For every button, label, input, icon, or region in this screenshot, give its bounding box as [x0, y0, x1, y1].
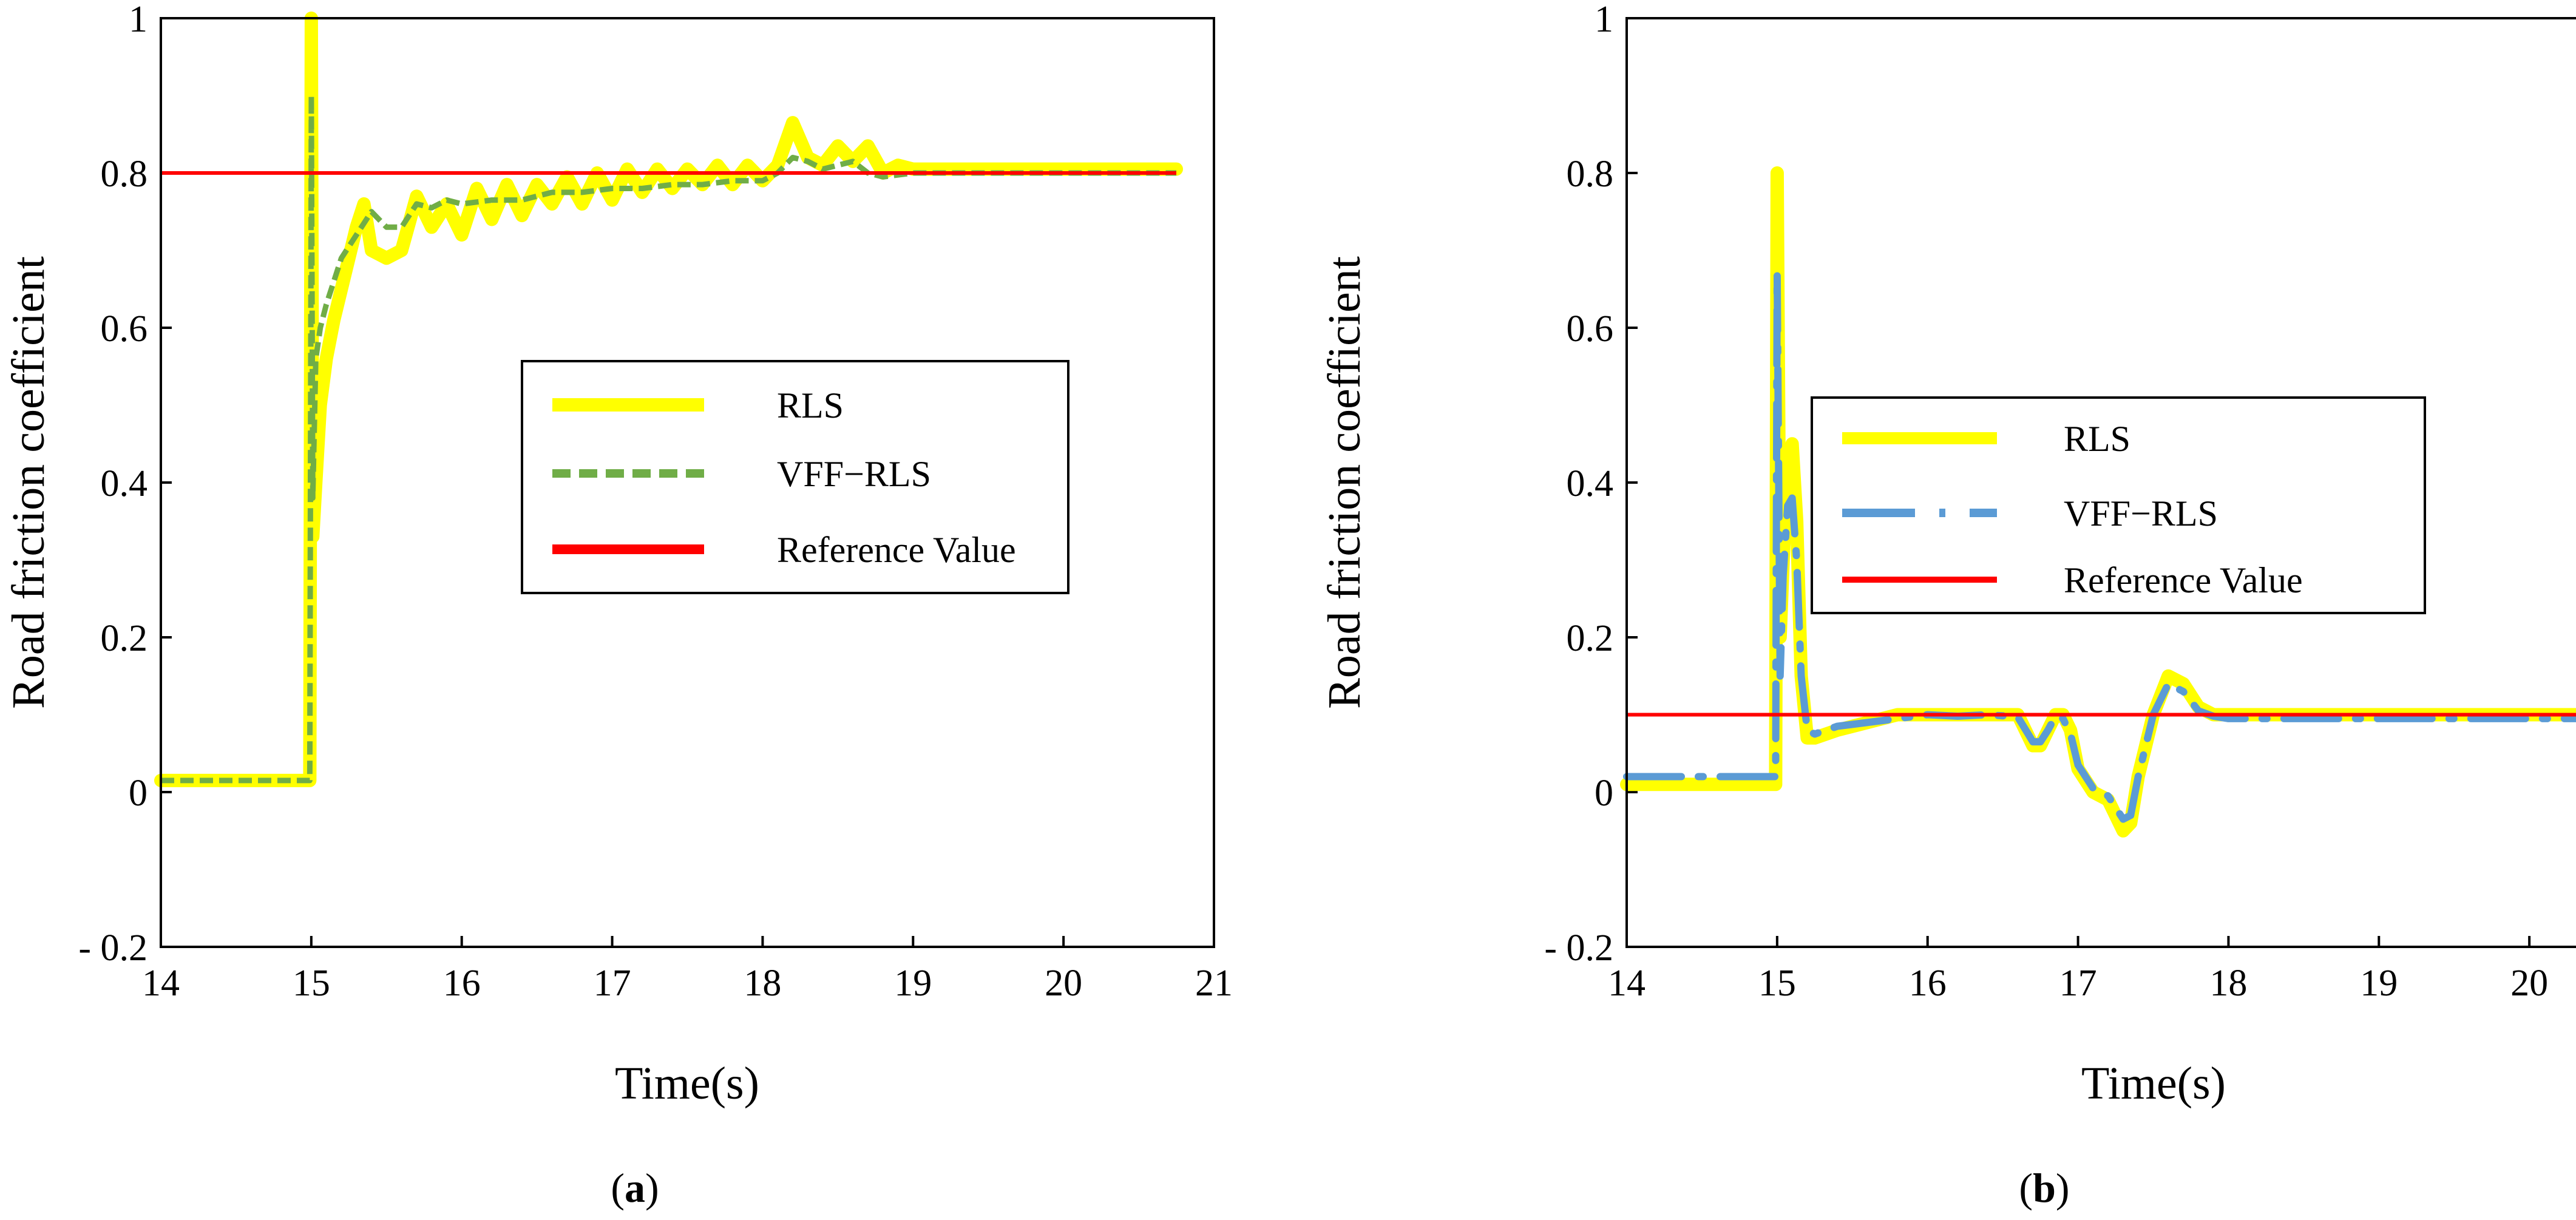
panel-b-x-tick-label: 19: [2360, 963, 2398, 1004]
panel-b-y-tick-label: - 0.2: [1544, 927, 1613, 969]
panel-b-x-tick-label: 14: [1608, 963, 1646, 1004]
panel-b-y-tick-label: 0.2: [1567, 618, 1614, 659]
panel-a-y-tick-label: 1: [129, 0, 147, 40]
panel-a-x-tick-label: 14: [142, 963, 180, 1004]
panel-a-legend: RLS VFF−RLS Reference Value: [521, 360, 1069, 594]
panel-b-legend-label-rls: RLS: [2064, 419, 2130, 459]
panel-a-x-tick-label: 18: [744, 963, 781, 1004]
panel-a-y-tick-label: 0.8: [101, 154, 148, 195]
panel-a-x-tick-label: 19: [894, 963, 932, 1004]
panel-b-caption: (b): [2019, 1165, 2069, 1211]
panel-a-series-vff-rls: [161, 93, 1176, 784]
panel-a-x-tick-label: 17: [594, 963, 631, 1004]
panel-b-x-axis-label: Time(s): [2081, 1058, 2226, 1109]
panel-a-caption-letter: a: [625, 1165, 645, 1211]
panel-b-series-rls: [1620, 166, 2576, 838]
panel-a-caption: (a): [611, 1165, 659, 1211]
panel-a-x-tick-label: 16: [443, 963, 481, 1004]
panel-b-series: [1620, 166, 2576, 838]
panel-b-x-tick-label: 15: [1758, 963, 1796, 1004]
panel-a-x-tick-label: 21: [1195, 963, 1233, 1004]
panel-b-y-axis-label: Road friction coefficient: [1319, 256, 1370, 709]
panel-b-legend-label-reference: Reference Value: [2064, 560, 2303, 600]
panel-b-caption-letter: b: [2033, 1165, 2056, 1211]
panel-a-legend-label-reference: Reference Value: [777, 530, 1016, 570]
panel-b-legend: RLS VFF−RLS Reference Value: [1811, 396, 2426, 614]
panel-a-legend-label-vff-rls: VFF−RLS: [777, 454, 931, 494]
panel-b-x-tick-label: 17: [2059, 963, 2097, 1004]
panel-a-y-tick-label: 0: [129, 773, 147, 814]
panel-a-ticks: 14 15 16 17 18 19 20 21 - 0.2 0 0.2 0.4 0.6 0.8 1: [78, 0, 1233, 1004]
panel-a-x-tick-label: 15: [293, 963, 330, 1004]
panel-b-series-vff-rls: [1623, 269, 2576, 823]
panel-a-y-tick-label: 0.6: [101, 308, 148, 350]
panel-b-y-tick-label: 0: [1595, 773, 1613, 814]
panel-a-axes-box: [160, 17, 1215, 948]
panel-a-y-tick-label: 0.2: [101, 618, 148, 659]
panel-b-x-tick-label: 18: [2209, 963, 2247, 1004]
panel-a-y-tick-label: - 0.2: [78, 927, 147, 969]
panel-a-chart: 14 15 16 17 18 19 20 21 - 0.2 0 0.2 0.4 0.6 0.8 1 Time…: [3, 0, 1233, 1211]
panel-b-y-tick-label: 0.6: [1567, 308, 1614, 350]
panel-a-y-axis-label: Road friction coefficient: [3, 256, 54, 709]
panel-a-x-axis-label: Time(s): [615, 1058, 759, 1109]
panel-b-x-tick-label: 16: [1909, 963, 1947, 1004]
panel-b-x-tick-label: 20: [2510, 963, 2548, 1004]
panel-a-y-tick-label: 0.4: [101, 463, 148, 504]
panel-b-legend-label-vff-rls: VFF−RLS: [2064, 493, 2218, 534]
panel-b-y-tick-label: 0.4: [1567, 463, 1614, 504]
panel-b-axes-box: [1625, 17, 2576, 948]
panel-a-series: [154, 12, 1183, 787]
panel-a-x-tick-label: 20: [1045, 963, 1082, 1004]
panel-a-legend-label-rls: RLS: [777, 385, 844, 425]
panel-b-y-tick-label: 0.8: [1567, 154, 1614, 195]
panel-b-y-tick-label: 1: [1595, 0, 1613, 40]
